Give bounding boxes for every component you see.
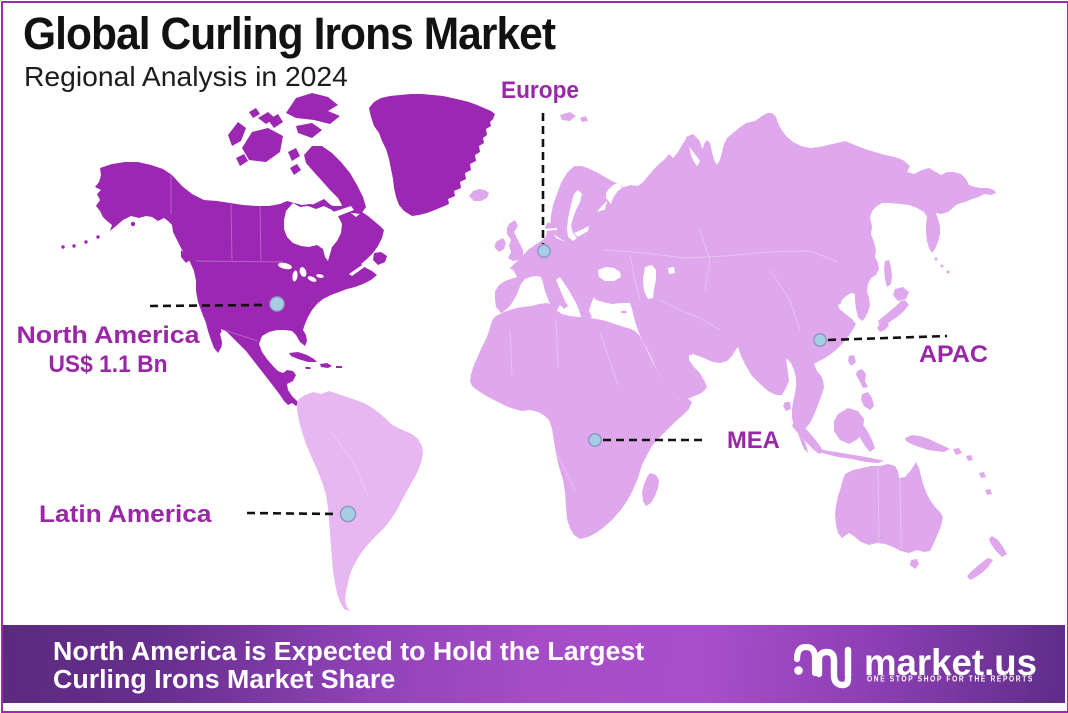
svg-text:ONE STOP SHOP FOR THE REPORTS: ONE STOP SHOP FOR THE REPORTS (867, 675, 1034, 684)
svg-text:market.us: market.us (864, 642, 1037, 683)
